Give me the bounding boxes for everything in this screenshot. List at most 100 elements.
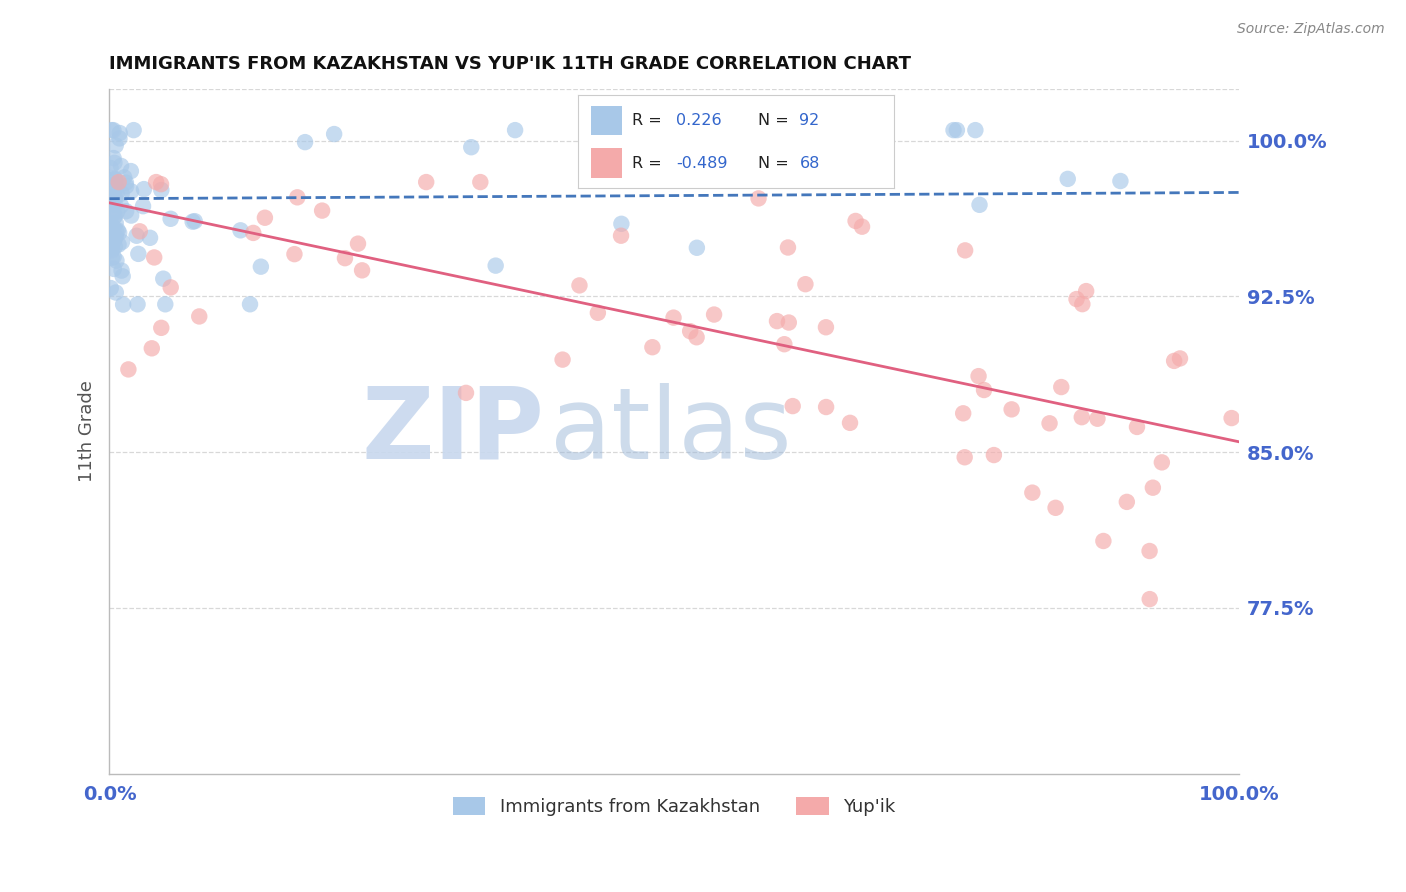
Point (101, 207, 124, 221)
Point (103, 210, 125, 224)
Point (120, 209, 142, 223)
Point (778, 316, 800, 330)
Point (111, 235, 134, 249)
Point (1139, 592, 1161, 607)
Point (150, 183, 173, 197)
Point (845, 214, 868, 228)
Point (485, 259, 508, 273)
Point (112, 297, 135, 311)
Point (127, 297, 149, 311)
Text: ZIP: ZIP (361, 383, 544, 480)
Point (352, 263, 374, 277)
Point (103, 178, 125, 192)
Point (623, 143, 645, 157)
Point (610, 228, 633, 243)
Point (454, 385, 477, 400)
Text: atlas: atlas (550, 383, 792, 480)
Point (586, 306, 609, 320)
Point (100, 161, 122, 175)
Point (107, 237, 129, 252)
Point (105, 180, 128, 194)
Point (229, 223, 252, 237)
Point (101, 243, 124, 257)
Point (104, 190, 127, 204)
Point (127, 247, 149, 261)
Point (776, 240, 799, 254)
Point (782, 399, 804, 413)
Point (108, 126, 131, 140)
Point (576, 123, 599, 137)
Point (747, 191, 769, 205)
Point (100, 241, 122, 255)
Point (1163, 354, 1185, 368)
Point (100, 216, 122, 230)
Point (100, 123, 122, 137)
Point (1066, 292, 1088, 306)
Point (122, 123, 145, 137)
Point (155, 297, 177, 311)
Point (641, 340, 664, 354)
Point (112, 170, 135, 185)
Point (104, 239, 127, 253)
Point (103, 233, 125, 247)
Point (415, 175, 437, 189)
Point (253, 211, 276, 225)
Point (1038, 417, 1060, 431)
Point (104, 229, 127, 244)
Point (311, 203, 333, 218)
Point (141, 341, 163, 355)
Point (333, 251, 356, 265)
Point (1076, 284, 1098, 298)
Point (104, 171, 127, 186)
Point (242, 226, 264, 240)
Point (973, 383, 995, 397)
Point (814, 320, 837, 334)
Point (159, 280, 181, 294)
Point (125, 228, 148, 243)
Point (115, 204, 138, 219)
Point (111, 186, 134, 201)
Text: Source: ZipAtlas.com: Source: ZipAtlas.com (1237, 22, 1385, 37)
Point (100, 171, 122, 186)
Point (104, 285, 127, 300)
Point (285, 190, 308, 204)
Point (1071, 297, 1094, 311)
Point (942, 123, 965, 137)
Point (105, 186, 128, 201)
Point (841, 123, 863, 137)
Point (111, 269, 134, 284)
Point (110, 159, 132, 173)
Point (105, 204, 128, 219)
Point (105, 225, 128, 239)
Point (965, 123, 987, 137)
Point (150, 177, 173, 191)
Point (104, 197, 127, 211)
Point (150, 321, 173, 335)
Point (100, 236, 122, 251)
Point (159, 211, 181, 226)
Point (1150, 455, 1173, 469)
Point (152, 271, 174, 285)
Point (1001, 402, 1024, 417)
Point (105, 253, 128, 268)
Point (103, 250, 125, 264)
Point (120, 164, 142, 178)
Point (1050, 380, 1073, 394)
Point (115, 176, 138, 190)
Point (132, 182, 155, 196)
Point (686, 241, 709, 255)
Legend: Immigrants from Kazakhstan, Yup'ik: Immigrants from Kazakhstan, Yup'ik (446, 789, 903, 823)
Point (969, 198, 991, 212)
Point (503, 123, 526, 137)
Point (250, 260, 273, 274)
Point (347, 236, 370, 251)
Text: IMMIGRANTS FROM KAZAKHSTAN VS YUP'IK 11TH GRADE CORRELATION CHART: IMMIGRANTS FROM KAZAKHSTAN VS YUP'IK 11T… (110, 55, 911, 73)
Point (104, 138, 127, 153)
Point (104, 216, 127, 230)
Point (1142, 481, 1164, 495)
Point (104, 209, 127, 223)
Point (551, 352, 574, 367)
Point (100, 195, 122, 210)
Point (103, 151, 125, 165)
Point (1056, 172, 1078, 186)
